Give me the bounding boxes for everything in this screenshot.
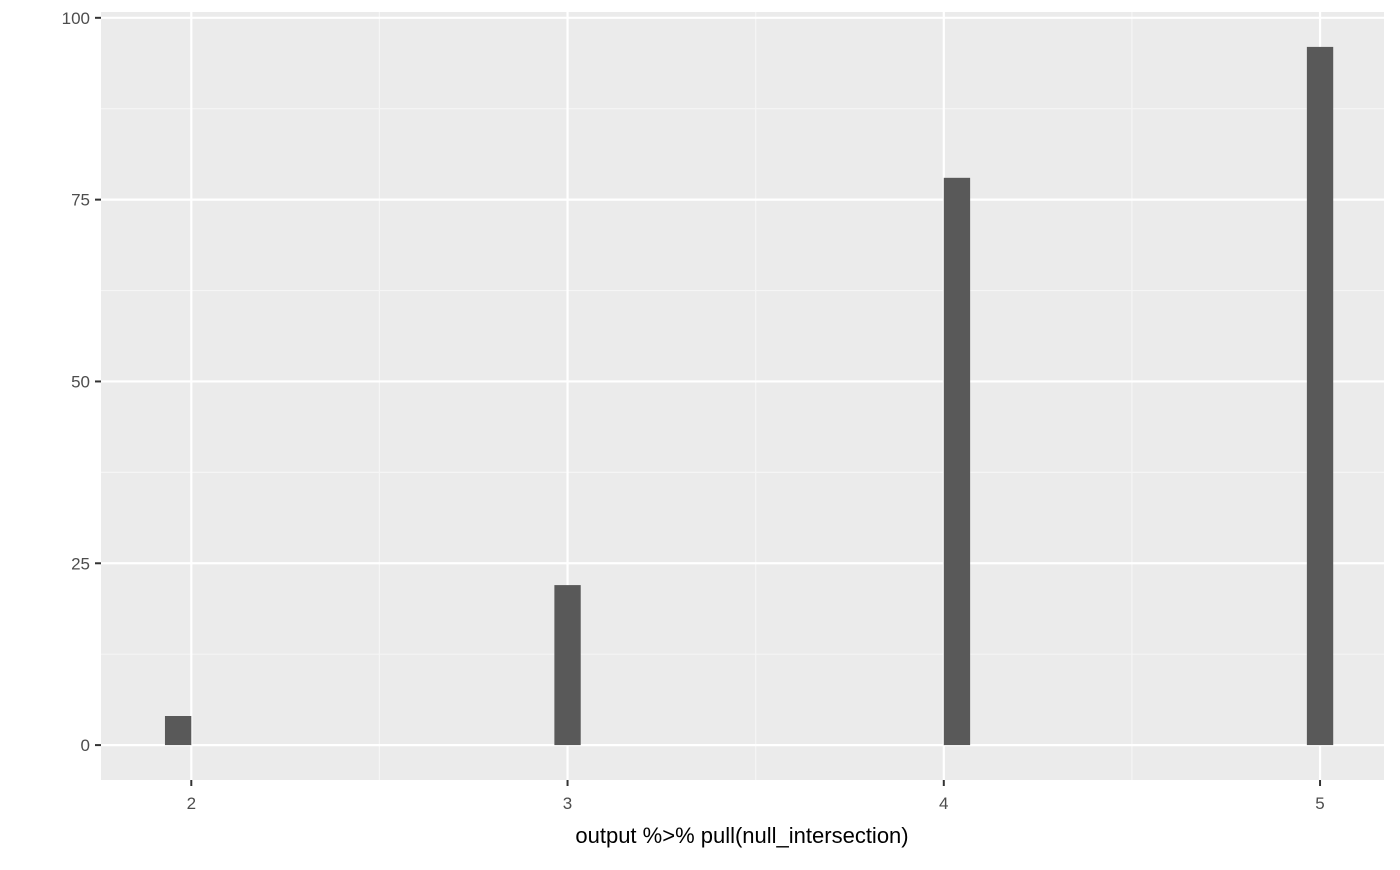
x-axis: 2 3 4 5 (187, 780, 1325, 813)
panel-background (101, 12, 1384, 780)
histogram-bar (1306, 46, 1334, 746)
y-tick-label: 100 (62, 9, 90, 28)
y-tick-label: 50 (71, 372, 90, 391)
x-axis-title: output %>% pull(null_intersection) (575, 823, 908, 848)
grid-minor-y (101, 108, 1384, 655)
histogram-bar (943, 177, 971, 746)
x-tick-label: 2 (187, 794, 196, 813)
y-axis: 0 25 50 75 100 (62, 9, 101, 755)
bars (164, 46, 1334, 746)
grid-minor-x (378, 12, 1133, 780)
y-tick-label: 0 (81, 736, 90, 755)
x-tick-label: 5 (1315, 794, 1324, 813)
grid-major-y (101, 16, 1384, 747)
x-tick-label: 3 (563, 794, 572, 813)
x-tick-label: 4 (939, 794, 948, 813)
y-tick-label: 25 (71, 554, 90, 573)
y-tick-label: 75 (71, 191, 90, 210)
histogram-bar (164, 716, 192, 746)
histogram-bar (554, 585, 581, 746)
